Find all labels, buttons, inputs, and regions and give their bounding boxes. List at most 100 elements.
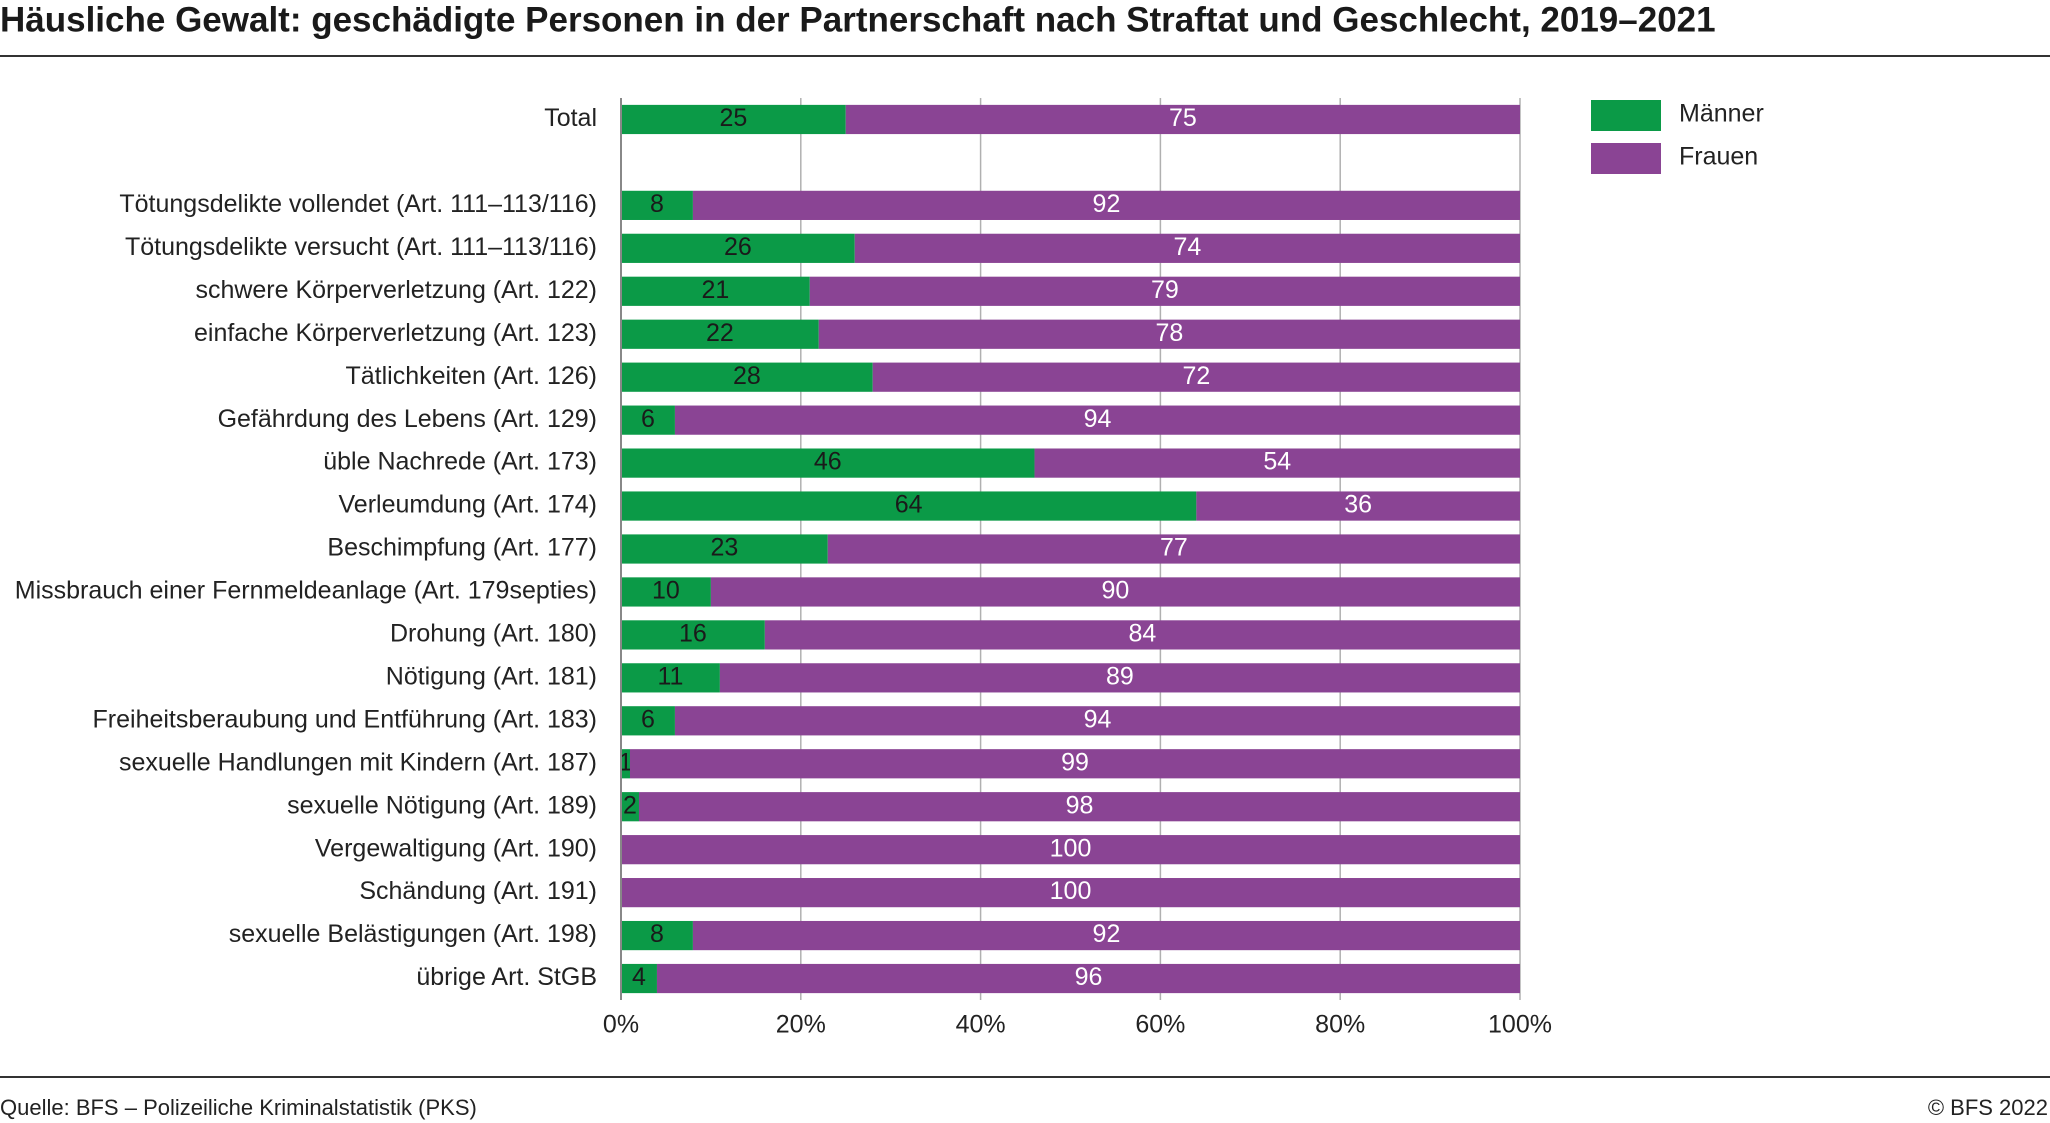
data-label: 22	[706, 319, 734, 347]
data-label: 72	[1182, 362, 1210, 390]
y-tick-label: einfache Körperverletzung (Art. 123)	[194, 319, 597, 347]
data-label: 10	[652, 577, 680, 605]
chart-title: Häusliche Gewalt: geschädigte Personen i…	[0, 0, 1716, 39]
data-label: 21	[701, 276, 729, 304]
bar-segment	[692, 190, 1520, 220]
y-tick-label: schwere Körperverletzung (Art. 122)	[195, 276, 597, 304]
bar-segment	[621, 706, 675, 736]
x-tick-label: 0%	[603, 1011, 639, 1039]
data-label: 79	[1151, 276, 1179, 304]
y-tick-label: Freiheitsberaubung und Entführung (Art. …	[93, 705, 597, 733]
bar-segment	[621, 190, 693, 220]
bar-segment	[656, 963, 1520, 994]
bar-segment	[621, 319, 819, 349]
y-tick-label: Verleumdung (Art. 174)	[339, 491, 597, 519]
bar-segment	[764, 620, 1520, 650]
bar-segment	[621, 920, 693, 951]
x-tick-label: 100%	[1488, 1011, 1552, 1039]
y-tick-label: üble Nachrede (Art. 173)	[323, 448, 597, 476]
data-label: 25	[719, 104, 747, 132]
data-label: 78	[1155, 319, 1183, 347]
bar-segment	[621, 749, 630, 779]
bar-segment	[692, 920, 1520, 951]
x-tick-label: 20%	[776, 1011, 826, 1039]
data-label: 94	[1084, 405, 1112, 433]
y-tick-label: Schändung (Art. 191)	[359, 877, 597, 905]
data-label: 89	[1106, 662, 1134, 690]
data-label: 92	[1093, 190, 1121, 218]
bar-segment	[674, 706, 1520, 736]
legend-swatch	[1591, 100, 1661, 131]
data-label: 8	[650, 920, 664, 948]
data-label: 99	[1061, 748, 1089, 776]
y-tick-label: sexuelle Handlungen mit Kindern (Art. 18…	[119, 748, 597, 776]
bar-segment	[719, 663, 1520, 693]
data-label: 26	[724, 233, 752, 261]
bar-segment	[1034, 448, 1520, 478]
data-label: 54	[1263, 448, 1291, 476]
data-label: 98	[1066, 791, 1094, 819]
data-label: 1	[619, 748, 633, 776]
data-label: 8	[650, 190, 664, 218]
legend-swatch	[1591, 143, 1661, 174]
data-label: 11	[657, 662, 683, 690]
data-label: 75	[1169, 104, 1197, 132]
y-tick-label: Drohung (Art. 180)	[390, 620, 597, 648]
data-label: 96	[1075, 963, 1103, 991]
y-tick-label: Total	[544, 104, 597, 132]
credit: © BFS 2022	[1928, 1095, 2048, 1120]
y-tick-label: Gefährdung des Lebens (Art. 129)	[218, 405, 597, 433]
bar-segment	[621, 620, 765, 650]
y-tick-label: übrige Art. StGB	[416, 963, 597, 991]
bar-segment	[872, 362, 1520, 392]
bar-segment	[621, 362, 873, 392]
bar-segment	[710, 577, 1520, 607]
data-label: 2	[623, 791, 637, 819]
x-tick-label: 80%	[1315, 1011, 1365, 1039]
x-tick-label: 40%	[956, 1011, 1006, 1039]
bar-segment	[621, 963, 657, 994]
bar-segment	[621, 448, 1035, 478]
source: Quelle: BFS – Polizeiliche Kriminalstati…	[0, 1095, 477, 1120]
bar-segment	[621, 405, 675, 435]
bar-segment	[674, 405, 1520, 435]
data-label: 74	[1173, 233, 1201, 261]
bar-segment	[621, 104, 846, 135]
y-tick-label: Tötungsdelikte vollendet (Art. 111–113/1…	[119, 190, 597, 218]
bar-segment	[621, 276, 810, 306]
data-label: 94	[1084, 705, 1112, 733]
bar-segment	[621, 878, 1520, 908]
data-label: 100	[1050, 877, 1092, 905]
y-tick-label: Missbrauch einer Fernmeldeanlage (Art. 1…	[15, 577, 597, 605]
data-label: 6	[641, 705, 655, 733]
data-label: 84	[1129, 620, 1157, 648]
y-tick-label: Tätlichkeiten (Art. 126)	[346, 362, 598, 390]
bar-segment	[638, 792, 1520, 822]
bar-segment	[845, 104, 1520, 135]
data-label: 64	[895, 491, 923, 519]
bar-segment	[827, 534, 1520, 564]
bar-segment	[818, 319, 1520, 349]
bar-segment	[621, 534, 828, 564]
bar-segment	[621, 491, 1197, 521]
data-label: 100	[1050, 834, 1092, 862]
y-tick-label: sexuelle Belästigungen (Art. 198)	[229, 920, 597, 948]
bar-segment	[854, 233, 1520, 263]
x-tick-label: 60%	[1135, 1011, 1185, 1039]
bar-segment	[621, 577, 711, 607]
data-label: 28	[733, 362, 761, 390]
bar-segment	[809, 276, 1520, 306]
y-tick-label: Tötungsdelikte versucht (Art. 111–113/11…	[125, 233, 597, 261]
data-label: 23	[710, 534, 738, 562]
data-label: 6	[641, 405, 655, 433]
y-tick-label: Beschimpfung (Art. 177)	[327, 534, 597, 562]
data-label: 16	[679, 620, 707, 648]
y-tick-label: sexuelle Nötigung (Art. 189)	[287, 791, 597, 819]
y-tick-label: Vergewaltigung (Art. 190)	[315, 834, 597, 862]
legend-label: Frauen	[1679, 143, 1758, 171]
data-label: 46	[814, 448, 842, 476]
data-label: 36	[1344, 491, 1372, 519]
bar-segment	[621, 233, 855, 263]
